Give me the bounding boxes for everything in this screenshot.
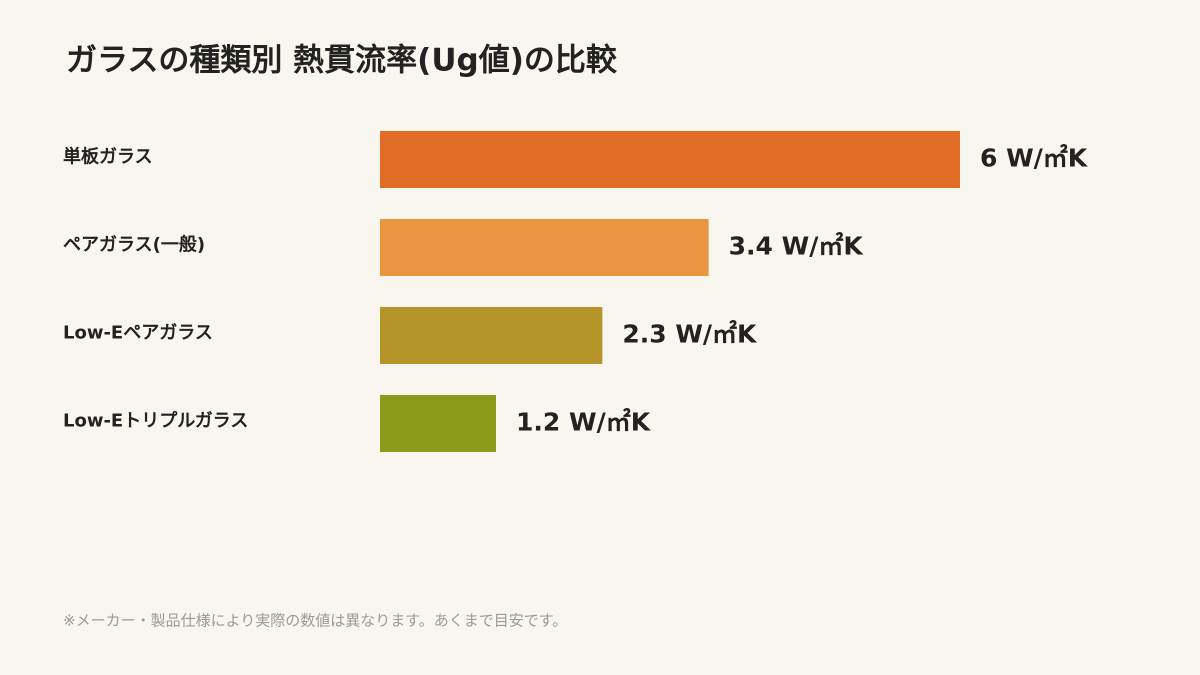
category-label: Low-Eトリプルガラス	[63, 410, 248, 432]
category-label: ペアガラス(一般)	[63, 234, 205, 256]
value-label: 1.2 W/㎡K	[516, 408, 652, 437]
bar	[380, 219, 709, 276]
value-label: 6 W/㎡K	[980, 144, 1089, 173]
chart-title: ガラスの種類別 熱貫流率(Ug値)の比較	[66, 43, 618, 79]
value-label: 3.4 W/㎡K	[729, 232, 865, 261]
bar	[380, 131, 960, 188]
bar	[380, 307, 603, 364]
category-label: Low-Eペアガラス	[63, 323, 213, 344]
category-label: 単板ガラス	[63, 146, 153, 168]
footnote: ※メーカー・製品仕様により実際の数値は異なります。あくまで目安です。	[63, 612, 567, 630]
value-label: 2.3 W/㎡K	[622, 320, 758, 349]
bar	[380, 395, 496, 452]
